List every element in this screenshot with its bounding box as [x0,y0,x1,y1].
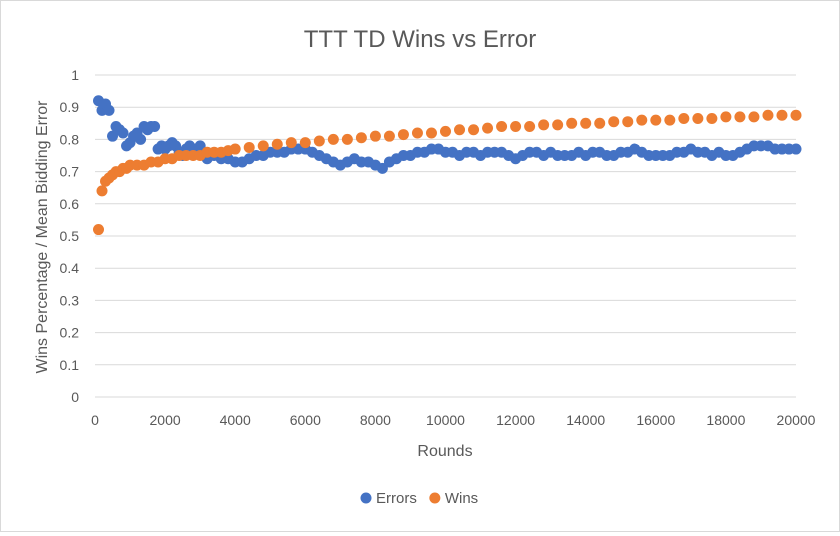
wins-point [524,121,536,133]
y-tick-label: 0.4 [60,260,80,276]
wins-point [96,185,108,197]
series-layer [93,95,802,236]
wins-point [538,119,550,131]
wins-point [482,122,494,134]
x-tick-label: 16000 [636,412,675,428]
wins-point [299,137,311,149]
y-tick-label: 1 [71,67,79,83]
errors-point [376,162,388,174]
wins-point [271,138,283,150]
wins-point [411,127,423,139]
wins-point [636,114,648,126]
x-tick-label: 10000 [426,412,465,428]
x-tick-label: 12000 [496,412,535,428]
legend-label-wins: Wins [445,490,478,507]
wins-point [790,109,802,121]
wins-point [425,127,437,139]
wins-point [313,135,325,147]
y-tick-label: 0.5 [60,228,80,244]
wins-point [678,112,690,124]
wins-point [496,121,508,133]
wins-point [397,129,409,141]
y-tick-label: 0.3 [60,292,80,308]
wins-point [468,124,480,136]
y-tick-label: 0.1 [60,357,80,373]
wins-point [692,112,704,124]
x-tick-label: 8000 [360,412,391,428]
wins-point [383,130,395,142]
wins-point [776,109,788,121]
wins-point [748,111,760,123]
gridlines [95,74,796,398]
wins-point [552,119,564,131]
wins-point [243,141,255,153]
errors-point [149,121,161,133]
x-tick-label: 6000 [290,412,321,428]
wins-point [454,124,466,136]
wins-point [650,114,662,126]
x-axis-tick-labels: 0 2000 4000 6000 8000 10000 12000 14000 16000 180… [91,412,816,428]
y-tick-label: 0.9 [60,99,80,115]
wins-point [580,117,592,129]
wins-point [622,116,634,128]
series-wins [93,109,802,236]
wins-point [734,111,746,123]
errors-point [103,104,115,116]
wins-point [369,130,381,142]
wins-point [594,117,606,129]
errors-point [135,133,147,145]
wins-point [762,109,774,121]
wins-point [341,133,353,145]
errors-point [117,127,129,139]
wins-point [229,143,241,155]
wins-point [93,224,105,236]
errors-point [194,140,206,152]
x-tick-label: 18000 [706,412,745,428]
wins-point [664,114,676,126]
wins-point [355,132,367,144]
legend-label-errors: Errors [376,490,417,507]
y-axis-tick-labels: 0 0.1 0.2 0.3 0.4 0.5 0.6 0.7 0.8 0.9 1 [60,67,80,405]
wins-point [327,133,339,145]
wins-point [706,112,718,124]
y-tick-label: 0.8 [60,131,80,147]
y-tick-label: 0 [71,389,79,405]
x-tick-label: 0 [91,412,99,428]
y-tick-label: 0.2 [60,325,80,341]
wins-point [720,111,732,123]
series-errors [93,95,802,174]
x-tick-label: 2000 [150,412,181,428]
errors-point [790,143,802,155]
legend-marker-wins [429,492,441,504]
legend: Errors Wins [360,490,478,507]
legend-marker-errors [360,492,372,504]
wins-point [608,116,620,128]
wins-point [510,121,522,133]
wins-point [285,137,297,149]
y-tick-label: 0.6 [60,196,80,212]
x-tick-label: 4000 [220,412,251,428]
wins-point [440,125,451,137]
errors-point [107,130,119,142]
wins-point [566,117,578,129]
wins-point [257,140,269,152]
y-tick-label: 0.7 [60,164,80,180]
chart-title: TTT TD Wins vs Error [304,26,536,53]
x-axis-title: Rounds [417,443,472,460]
y-axis-title: Wins Percentage / Mean Bidding Error [34,100,51,374]
x-tick-label: 14000 [566,412,605,428]
x-tick-label: 20000 [777,412,816,428]
